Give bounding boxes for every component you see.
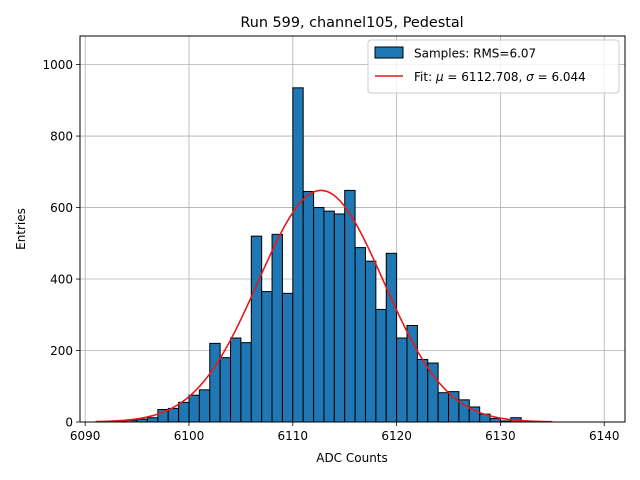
- histogram-bar: [427, 362, 439, 423]
- histogram-bar: [396, 337, 408, 423]
- legend-fit-mu-value: = 6112.708,: [444, 70, 527, 84]
- x-tick-label: 6130: [485, 429, 516, 443]
- legend-fit-sigma-symbol: σ: [526, 70, 534, 84]
- histogram-bar: [364, 260, 377, 423]
- histogram-bar: [198, 389, 211, 423]
- histogram-bar: [385, 252, 398, 423]
- x-axis-ticks: 6090 6100 6110 6120 6130 6140: [70, 422, 620, 443]
- y-tick-label: 200: [50, 344, 73, 358]
- histogram-bar: [178, 401, 190, 423]
- histogram-bar: [354, 247, 366, 423]
- histogram-bar: [323, 210, 335, 423]
- histogram-bar: [250, 235, 263, 423]
- histogram-bar: [313, 207, 325, 423]
- histogram-bar: [281, 292, 294, 423]
- x-axis-label: ADC Counts: [316, 451, 388, 465]
- y-tick-label: 800: [50, 130, 73, 144]
- x-tick-label: 6100: [174, 429, 205, 443]
- x-tick-label: 6090: [70, 429, 101, 443]
- y-tick-label: 0: [65, 416, 73, 430]
- histogram-bar: [271, 233, 283, 423]
- plot-frame: [79, 35, 626, 423]
- histogram-bar: [188, 394, 200, 423]
- fit-curve-layer: [95, 189, 553, 423]
- histogram-bar: [344, 189, 356, 423]
- y-tick-label: 1000: [42, 58, 73, 72]
- x-tick-label: 6140: [589, 429, 620, 443]
- histogram-bar: [261, 291, 273, 423]
- legend-fit-prefix: Fit:: [414, 70, 436, 84]
- legend-fit-sigma-value: = 6.044: [534, 70, 586, 84]
- chart-title: Run 599, channel105, Pedestal: [240, 15, 463, 31]
- legend-samples-swatch: [374, 46, 404, 59]
- histogram-bar: [230, 337, 242, 423]
- y-tick-label: 400: [50, 273, 73, 287]
- legend-fit-mu-symbol: μ: [435, 70, 444, 84]
- histogram-bar: [489, 417, 501, 423]
- histogram-bar: [167, 407, 180, 423]
- histogram-bar: [448, 391, 460, 423]
- y-tick-label: 600: [50, 201, 73, 215]
- histogram-bar: [437, 392, 450, 423]
- histogram-bar: [292, 87, 304, 423]
- legend-fit-label: Fit: μ = 6112.708, σ = 6.044: [414, 70, 586, 84]
- histogram-bar: [375, 308, 387, 423]
- x-tick-label: 6120: [381, 429, 412, 443]
- histogram-bar: [302, 190, 315, 423]
- legend-box: [367, 39, 620, 94]
- histogram-bar: [209, 342, 221, 423]
- y-axis-ticks: 0 200 400 600 800 1000: [42, 58, 80, 430]
- histogram-bar: [219, 357, 232, 423]
- histogram-bar: [333, 213, 346, 423]
- histogram-bar: [240, 342, 252, 423]
- legend: Samples: RMS=6.07 Fit: μ = 6112.708, σ =…: [367, 39, 620, 94]
- legend-samples-label: Samples: RMS=6.07: [414, 47, 536, 61]
- y-axis-label: Entries: [14, 208, 28, 250]
- histogram-bar: [146, 417, 159, 423]
- x-tick-label: 6110: [278, 429, 309, 443]
- gaussian-fit-line: [95, 189, 553, 423]
- histogram-bars: [115, 87, 522, 423]
- histogram-bar: [416, 358, 429, 423]
